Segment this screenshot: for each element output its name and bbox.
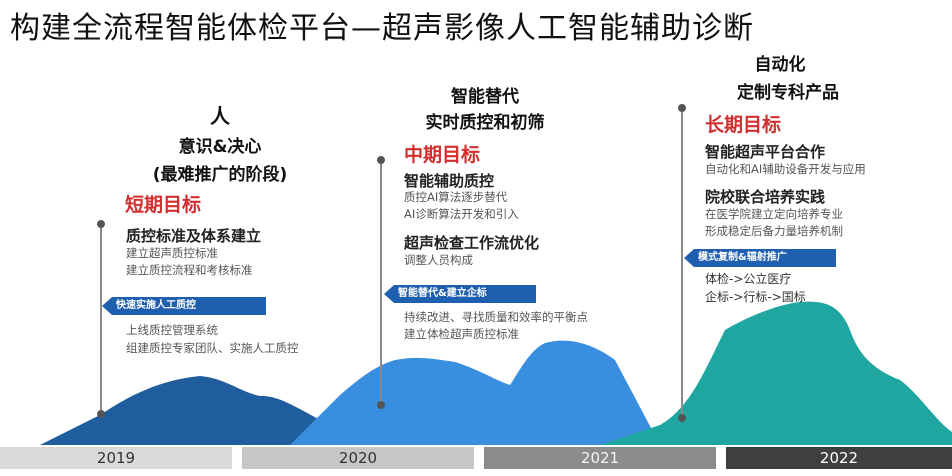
timeline-dot-bottom-1: [97, 410, 105, 418]
stage2-goal: 中期目标: [404, 144, 481, 166]
stage3-after-line2: 企标->行标->国标: [705, 290, 806, 304]
stage3-block1-line1: 自动化和AI辅助设备开发与应用: [705, 162, 866, 176]
mountain-2022: [600, 301, 952, 445]
mountain-2019: [40, 376, 370, 445]
stage2-block2-line1: 调整人员构成: [404, 253, 473, 267]
timeline-line-2: [380, 160, 382, 405]
timeline-dot-top-2: [377, 156, 385, 164]
stage1-tag: 快速实施人工质控: [102, 297, 266, 315]
timeline-line-1: [100, 224, 102, 414]
page-title: 构建全流程智能体检平台—超声影像人工智能辅助诊断: [10, 11, 754, 46]
stage2-after-line2: 建立体检超声质控标准: [404, 327, 519, 341]
timeline-dot-bottom-2: [377, 401, 385, 409]
stage3-goal: 长期目标: [705, 114, 782, 136]
stage1-goal: 短期目标: [125, 194, 202, 216]
stage1-heading-2: 意识&决心: [178, 137, 262, 157]
timeline-dot-top-3: [678, 104, 686, 112]
stage1-heading-1: 人: [210, 104, 230, 128]
mountain-2020: [290, 340, 660, 445]
stage3-heading-1: 自动化: [754, 55, 806, 75]
stage3-heading-2: 定制专科产品: [737, 83, 839, 103]
stage1-heading-3: (最难推广的阶段): [152, 165, 288, 185]
year-segment-2019: 2019: [0, 447, 232, 469]
stage2-heading-2: 实时质控和初筛: [425, 113, 545, 133]
stage2-block1-line1: 质控AI算法逐步替代: [404, 190, 508, 204]
year-segment-2022: 2022: [726, 447, 952, 469]
stage2-block1-line2: AI诊断算法开发和引入: [404, 207, 519, 221]
stage2-block2-title: 超声检查工作流优化: [404, 234, 540, 252]
stage3-block1-title: 智能超声平台合作: [705, 143, 826, 161]
stage2-after-line1: 持续改进、寻找质量和效率的平衡点: [404, 310, 588, 324]
stage1-block1-line1: 建立超声质控标准: [126, 246, 218, 260]
stage3-after-line1: 体检->公立医疗: [705, 272, 792, 286]
year-segment-2020: 2020: [242, 447, 474, 469]
timeline-line-3: [681, 108, 683, 418]
stage2-block1-title: 智能辅助质控: [404, 172, 495, 190]
stage1-after-line2: 组建质控专家团队、实施人工质控: [126, 341, 299, 355]
year-segment-2021: 2021: [484, 447, 716, 469]
stage1-block1-line2: 建立质控流程和考核标准: [126, 263, 253, 277]
stage1-block1-title: 质控标准及体系建立: [126, 227, 262, 245]
stage3-block2-line1: 在医学院建立定向培养专业: [705, 207, 843, 221]
stage3-block2-line2: 形成稳定后备力量培养机制: [705, 224, 843, 238]
stage3-block2-title: 院校联合培养实践: [705, 188, 826, 206]
timeline-dot-top-1: [97, 220, 105, 228]
stage1-after-line1: 上线质控管理系统: [126, 323, 218, 337]
stage3-tag: 模式复制&辐射推广: [684, 249, 836, 267]
stage2-heading-1: 智能替代: [451, 87, 519, 107]
stage2-tag: 智能替代&建立企标: [384, 285, 536, 303]
timeline-dot-bottom-3: [678, 414, 686, 422]
